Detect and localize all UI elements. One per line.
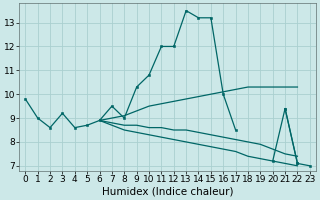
X-axis label: Humidex (Indice chaleur): Humidex (Indice chaleur) [102, 187, 233, 197]
